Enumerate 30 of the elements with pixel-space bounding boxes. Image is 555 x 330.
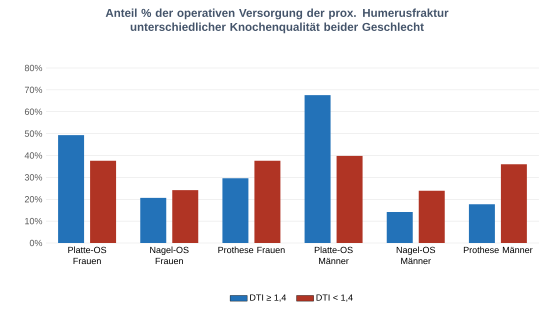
- y-tick-label: 60%: [24, 108, 42, 115]
- bar: [304, 95, 331, 243]
- y-tick-label: 30%: [24, 174, 42, 181]
- x-tick-label: Prothese Männer: [464, 246, 533, 254]
- y-tick-label: 40%: [24, 152, 42, 159]
- bar: [386, 212, 413, 243]
- bar: [418, 190, 445, 243]
- x-tick-label: Platte-OS Frauen: [68, 246, 106, 264]
- y-tick-label: 80%: [24, 64, 42, 72]
- legend-label: DTI ≥ 1,4: [250, 294, 286, 302]
- y-tick-label: 70%: [24, 86, 42, 94]
- x-tick-label: Platte-OS Männer: [314, 246, 353, 264]
- y-tick-label: 50%: [24, 130, 42, 137]
- bar: [140, 198, 166, 243]
- bar: [90, 160, 116, 243]
- bar: [500, 164, 527, 243]
- chart-title: Anteil % der operativen Versorgung der prox. Humerusfraktur unterschiedlicher Knochenqualität beider Geschlecht: [106, 8, 448, 34]
- bar: [336, 156, 363, 243]
- bar: [468, 204, 495, 243]
- bar: [254, 160, 280, 243]
- y-tick-label: 10%: [25, 218, 42, 224]
- legend-label: DTI < 1,4: [316, 294, 353, 302]
- x-tick-label: Nagel-OS Frauen: [150, 246, 189, 264]
- y-tick-label: 0%: [30, 240, 42, 246]
- y-tick-label: 20%: [24, 196, 42, 202]
- bar: [172, 190, 198, 243]
- x-tick-label: Prothese Frauen: [218, 246, 285, 254]
- bar: [222, 178, 248, 243]
- x-tick-label: Nagel-OS Männer: [396, 246, 436, 264]
- bar: [58, 135, 84, 243]
